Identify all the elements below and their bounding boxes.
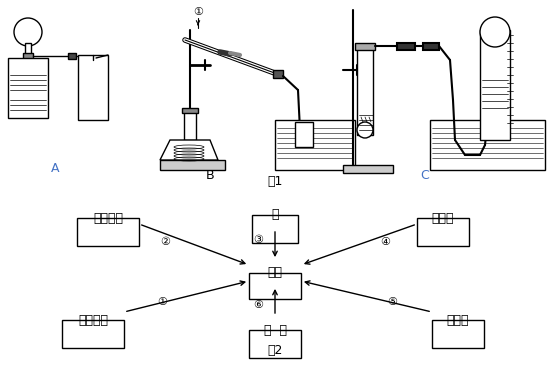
FancyBboxPatch shape [252, 215, 298, 243]
Text: 高锰酸钾: 高锰酸钾 [78, 314, 108, 326]
FancyBboxPatch shape [417, 218, 469, 246]
Bar [160, 160, 225, 170]
Text: 图2: 图2 [267, 344, 283, 357]
Text: 空  气: 空 气 [263, 323, 287, 336]
FancyBboxPatch shape [249, 273, 301, 299]
Text: ④: ④ [380, 237, 390, 247]
Text: C: C [420, 169, 429, 182]
Bar [23, 53, 33, 59]
Text: ⑤: ⑤ [387, 297, 397, 307]
Bar [273, 70, 283, 78]
Bar [397, 43, 415, 50]
Text: 图1: 图1 [267, 175, 283, 188]
Text: A: A [51, 162, 60, 175]
Bar [357, 45, 373, 135]
Text: 氧气: 氧气 [267, 266, 283, 280]
Text: B: B [206, 169, 214, 182]
Bar [355, 43, 375, 50]
Text: 氧化汞: 氧化汞 [447, 314, 469, 326]
Bar [423, 43, 439, 50]
FancyBboxPatch shape [432, 320, 484, 348]
Text: 过氧化氢: 过氧化氢 [93, 212, 123, 224]
Bar [182, 108, 198, 113]
FancyBboxPatch shape [77, 218, 139, 246]
Text: ③: ③ [253, 235, 263, 245]
Text: 氯酸钾: 氯酸钾 [432, 212, 454, 224]
FancyBboxPatch shape [249, 330, 301, 358]
Polygon shape [160, 140, 218, 160]
Bar [275, 120, 355, 170]
Bar [343, 165, 393, 173]
Bar [430, 120, 545, 170]
Text: 水: 水 [271, 209, 279, 222]
Text: ①: ① [157, 297, 167, 307]
FancyBboxPatch shape [62, 320, 124, 348]
Bar [25, 43, 31, 55]
Text: ②: ② [160, 237, 170, 247]
Bar [480, 30, 510, 140]
Text: ⑥: ⑥ [253, 300, 263, 310]
Bar [8, 58, 48, 118]
Bar [295, 122, 313, 147]
Bar [78, 55, 108, 120]
Circle shape [14, 18, 42, 46]
Bar [68, 53, 76, 59]
Text: ①: ① [193, 7, 203, 17]
Circle shape [480, 17, 510, 47]
Circle shape [357, 122, 373, 138]
Bar [184, 110, 196, 140]
